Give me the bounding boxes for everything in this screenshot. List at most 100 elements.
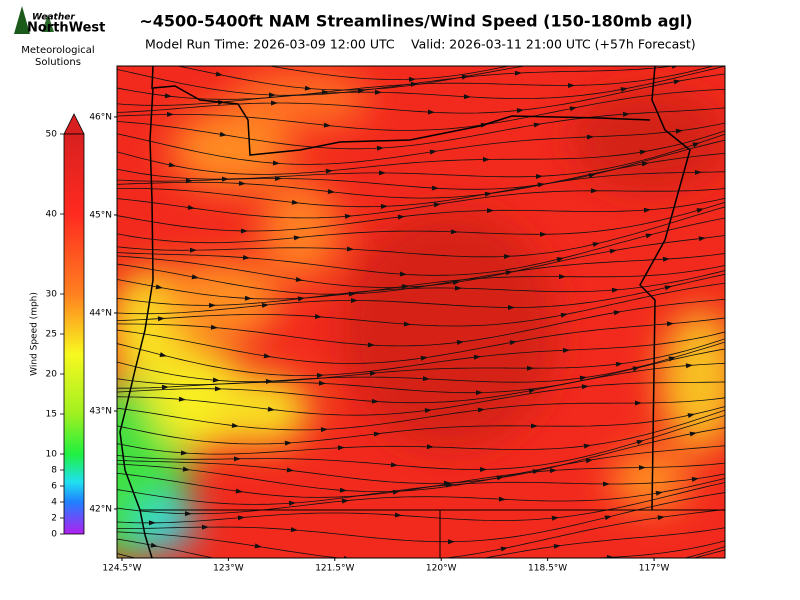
- stream-arrow: [373, 431, 381, 437]
- stream-arrow: [698, 236, 706, 242]
- stream-arrow: [356, 54, 363, 60]
- stream-arrow: [422, 376, 430, 382]
- stream-arrow: [320, 427, 328, 433]
- map-frame: [116, 65, 726, 559]
- streamline: [117, 338, 725, 383]
- stream-arrow: [622, 111, 630, 117]
- stream-arrow: [242, 255, 250, 260]
- stream-arrow: [609, 576, 617, 582]
- stream-arrow: [270, 100, 278, 106]
- colorbar-tick-label: 20: [46, 370, 58, 380]
- streamline: [117, 188, 725, 219]
- stream-arrow: [643, 207, 651, 213]
- stream-arrow: [583, 443, 591, 449]
- stream-arrow: [638, 465, 646, 471]
- stream-arrow: [408, 76, 416, 82]
- stream-arrow: [325, 168, 333, 174]
- stream-arrow: [157, 316, 165, 322]
- stream-arrow: [308, 571, 315, 576]
- streamline: [117, 478, 725, 515]
- colorbar-tick-label: 25: [46, 330, 57, 340]
- stream-arrow: [297, 296, 305, 302]
- streamline: [721, 557, 725, 558]
- stream-arrow: [549, 468, 557, 474]
- valid-time: Valid: 2026-03-11 21:00 UTC (+57h Foreca…: [411, 37, 696, 52]
- stream-arrow: [403, 321, 411, 327]
- lat-tick-label: 45°N: [89, 210, 112, 220]
- streamline: [117, 171, 725, 208]
- colorbar-label: Wind Speed (mph): [30, 292, 40, 376]
- stream-arrow: [513, 54, 521, 60]
- stream-arrow: [615, 361, 623, 367]
- stream-arrow: [410, 81, 418, 87]
- streamline: [117, 206, 725, 258]
- stream-arrow: [290, 527, 298, 533]
- stream-arrow: [520, 592, 528, 598]
- colorbar-bar: [63, 133, 85, 535]
- stream-arrow: [148, 520, 156, 526]
- state-border: [140, 509, 725, 558]
- state-border: [639, 66, 691, 511]
- stream-arrow: [535, 173, 543, 179]
- stream-arrow: [187, 204, 195, 210]
- stream-arrow: [553, 543, 561, 549]
- stream-arrow: [632, 366, 640, 372]
- stream-arrow: [288, 500, 296, 506]
- stream-arrow: [316, 372, 324, 378]
- stream-arrow: [558, 274, 566, 280]
- lon-tick-label: 117°W: [639, 564, 670, 574]
- lat-tick-label: 42°N: [89, 504, 112, 514]
- stream-arrow: [240, 228, 248, 234]
- stream-arrow: [569, 106, 577, 112]
- stream-arrow: [350, 297, 358, 303]
- streamline: [117, 445, 725, 492]
- stream-arrow: [696, 208, 704, 214]
- stream-arrow: [655, 490, 663, 496]
- stream-arrow: [231, 422, 239, 428]
- stream-arrow: [507, 304, 515, 310]
- colorbar-tick-label: 50: [46, 130, 58, 140]
- streamline: [117, 427, 725, 484]
- borders: [119, 66, 725, 558]
- streamline: [117, 362, 725, 404]
- stream-arrow: [191, 274, 199, 280]
- stream-arrow: [479, 466, 487, 472]
- stream-arrow: [159, 352, 167, 357]
- stream-arrow: [414, 571, 421, 576]
- streamlines: [117, 54, 725, 598]
- stream-arrow: [304, 85, 312, 91]
- logo-org: Meteorological: [21, 45, 94, 56]
- stream-arrow: [666, 321, 674, 327]
- map: [117, 54, 725, 598]
- streamline: [117, 273, 725, 315]
- streamline: [117, 415, 725, 470]
- streamline: [117, 88, 725, 131]
- stream-arrow: [286, 467, 294, 473]
- stream-arrow: [244, 295, 252, 301]
- stream-arrow: [420, 355, 428, 361]
- stream-arrow: [214, 386, 222, 392]
- logo-brand-top: Weather: [32, 13, 75, 23]
- streamline: [117, 133, 725, 180]
- stream-arrow: [184, 511, 192, 517]
- lon-tick-label: 118.5°W: [528, 564, 567, 574]
- stream-arrow: [694, 169, 702, 175]
- colorbar-tick-label: 8: [51, 466, 57, 476]
- logo: Weather NorthWest Meteorological Solutio…: [14, 6, 105, 68]
- streamline: [117, 197, 725, 232]
- stream-arrow: [339, 487, 347, 493]
- stream-arrow: [639, 149, 647, 155]
- streamline: [117, 331, 725, 377]
- stream-arrow: [456, 340, 464, 345]
- stream-arrow: [527, 365, 534, 371]
- stream-arrow: [609, 248, 617, 254]
- stream-arrow: [254, 543, 262, 549]
- colorbar-tick-label: 0: [51, 530, 57, 540]
- stream-arrow: [314, 314, 322, 320]
- stream-arrow: [689, 431, 697, 437]
- stream-arrow: [463, 94, 471, 100]
- stream-arrow: [390, 462, 398, 468]
- streamline: [117, 482, 725, 524]
- stream-arrow: [645, 233, 653, 239]
- state-border: [151, 66, 651, 156]
